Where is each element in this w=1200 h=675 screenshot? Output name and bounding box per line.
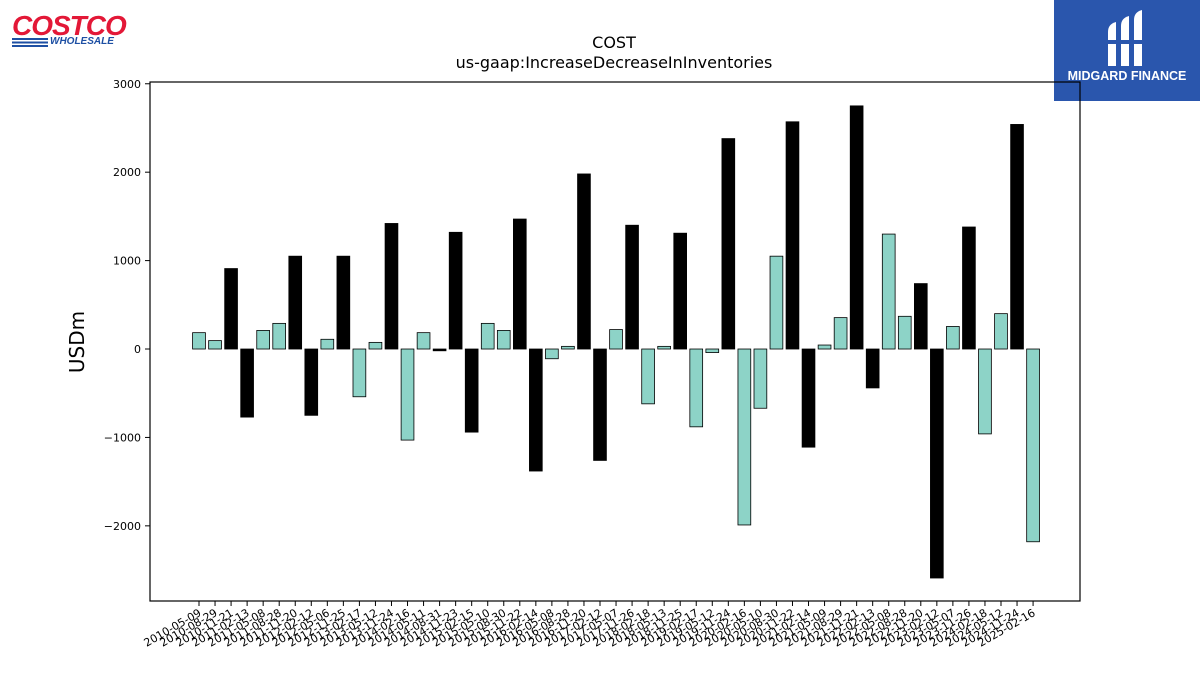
midgard-mark-icon [1104,10,1148,66]
y-axis-label: USDm [65,311,89,373]
bar [1026,348,1040,543]
costco-logo: COSTCO WHOLESALE [12,12,136,48]
costco-stripes-icon [12,38,48,47]
bar [561,345,575,350]
bar-series [192,105,1040,579]
bar [513,218,527,350]
bar [1010,124,1024,350]
bar [769,255,784,350]
bar [865,348,880,389]
bar [416,332,431,350]
x-axis: 2010-05-092010-08-292010-11-212011-02-13… [142,601,1038,650]
bar [689,348,704,428]
bar [897,315,912,350]
bar [625,224,639,350]
bar [609,329,623,350]
costco-logo-text: COSTCO [12,10,127,41]
bar [577,173,591,350]
bar [448,231,463,350]
bar [817,344,832,350]
y-tick-label: 0 [134,343,141,356]
bar [240,348,254,418]
bar [545,348,559,360]
bar [946,326,960,350]
bar [208,340,222,350]
bar [737,348,752,526]
bar [994,313,1008,350]
bar [304,348,319,416]
chart-subtitle: us-gaap:IncreaseDecreaseInInventories [456,53,773,72]
bar [849,105,864,350]
y-tick-label: 3000 [113,78,141,91]
bar [641,348,655,405]
bar [432,348,447,352]
bar [962,226,976,350]
y-tick-label: −1000 [104,431,141,444]
y-axis: −2000 −1000 0 1000 2000 3000 [104,78,150,533]
bar [930,348,944,579]
bar [881,233,896,350]
bar [673,232,687,350]
bar [480,322,495,350]
bar [753,348,768,409]
bar [464,348,479,433]
bar [833,317,848,350]
bar [785,121,800,350]
chart-title: COST [592,33,636,52]
bar [721,138,736,350]
bar [657,345,671,350]
bar [529,348,543,472]
bar [272,322,286,350]
bar [400,348,415,441]
bar [288,255,303,350]
bar [256,330,270,350]
bar [368,341,383,350]
bar [192,332,206,350]
bar [914,283,928,350]
costco-logo-subtext: WHOLESALE [50,36,114,47]
y-tick-label: 2000 [113,166,141,179]
midgard-finance-name: MIDGARD FINANCE [1067,69,1187,83]
bar [384,223,399,350]
bar [336,255,351,350]
bar [352,348,367,398]
plot-frame [149,81,1081,602]
bar [801,348,816,448]
bar [593,348,607,461]
bar [320,338,335,350]
bar [978,348,992,435]
bar [224,268,238,350]
bar [496,330,511,350]
y-tick-label: 1000 [113,255,141,268]
midgard-finance-logo: MIDGARD FINANCE [1054,0,1200,101]
y-tick-label: −2000 [104,520,141,533]
bar [705,348,720,353]
